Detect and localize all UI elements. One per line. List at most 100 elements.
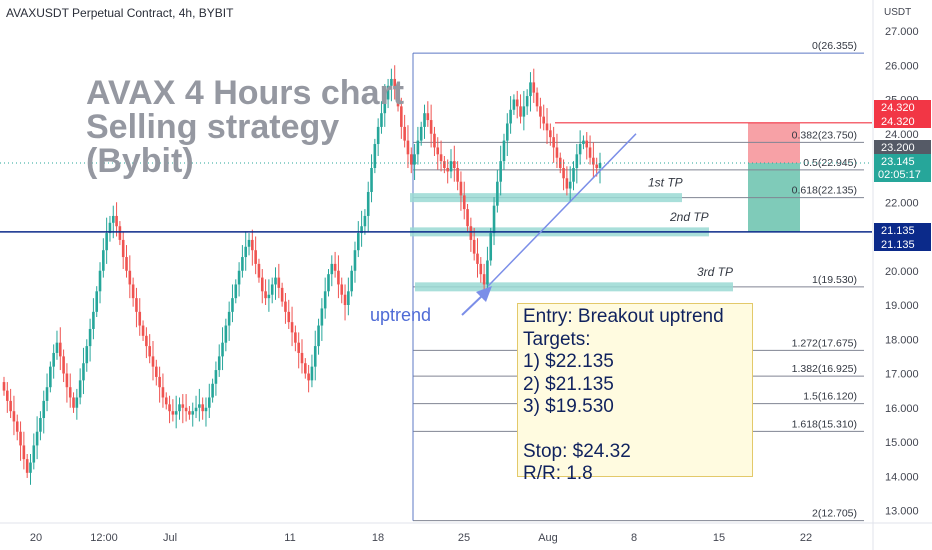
- candle-body: [572, 168, 575, 182]
- candle-body: [12, 411, 16, 422]
- candle-body: [370, 168, 373, 192]
- candle: [231, 284, 234, 323]
- chart-headline: AVAX 4 Hours chart Selling strategy (Byb…: [86, 76, 404, 178]
- candle-body: [462, 195, 466, 210]
- candle: [307, 364, 310, 393]
- candle-body: [439, 154, 443, 162]
- candle: [32, 433, 36, 470]
- candle-body: [509, 109, 512, 124]
- candle-body: [267, 294, 271, 299]
- candle-body: [482, 274, 486, 285]
- candle: [519, 94, 522, 124]
- candle-body: [400, 106, 403, 127]
- candle: [406, 125, 410, 168]
- candle: [174, 395, 178, 429]
- candle-body: [505, 123, 509, 141]
- candle-body: [360, 226, 363, 234]
- candle: [85, 339, 89, 372]
- candle: [254, 236, 257, 275]
- candle: [552, 126, 555, 163]
- candle: [522, 90, 526, 131]
- candle-body: [310, 366, 314, 381]
- candle: [512, 94, 516, 115]
- strategy-note: Entry: Breakout uptrend Targets: 1) $22.…: [517, 303, 753, 484]
- candle: [49, 361, 52, 393]
- candle-body: [171, 411, 175, 415]
- candle-body: [449, 161, 453, 172]
- candle: [188, 406, 191, 420]
- tp-label-1: 1st TP: [648, 176, 683, 190]
- candle: [62, 349, 65, 383]
- candle: [532, 68, 536, 103]
- candle: [105, 217, 108, 264]
- candle: [598, 152, 602, 184]
- fibonacci-levels: 0(26.355) 0.382(23.750) 0.5(22.945) 0.618(2…: [412, 40, 864, 522]
- candle: [535, 87, 539, 112]
- price-tick-label: 14.000: [885, 471, 919, 483]
- candle-body: [115, 215, 118, 227]
- candle-body: [489, 233, 493, 261]
- candle: [198, 388, 201, 422]
- candle-body: [436, 147, 440, 155]
- candle: [426, 101, 430, 127]
- candle-body: [413, 154, 416, 165]
- time-tick-label: 18: [372, 532, 384, 544]
- candle-body: [433, 133, 436, 148]
- candle-body: [214, 370, 218, 384]
- candle: [207, 383, 211, 419]
- candle-body: [168, 404, 171, 412]
- candle-body: [237, 270, 241, 285]
- candle-body: [585, 140, 589, 148]
- candle: [416, 126, 420, 165]
- drawn-lines: [0, 122, 872, 316]
- fib-label-0: 0(26.355): [812, 40, 857, 52]
- candle: [300, 339, 304, 374]
- candle-body: [456, 168, 459, 182]
- candle-body: [108, 222, 112, 234]
- price-tag-value: 21.135: [881, 239, 915, 251]
- candle: [572, 161, 575, 191]
- candle-body: [181, 404, 185, 408]
- candle: [118, 221, 122, 246]
- candle-body: [409, 154, 413, 165]
- candle: [257, 258, 261, 283]
- candle: [297, 332, 300, 369]
- candle: [476, 238, 479, 278]
- candle: [449, 149, 453, 179]
- candle: [52, 344, 55, 379]
- candle: [274, 267, 277, 300]
- fib-label-1.5: 1.5(16.120): [803, 391, 857, 403]
- candle: [25, 453, 29, 478]
- candle: [320, 298, 324, 341]
- uptrend-line: [487, 133, 637, 287]
- candle: [75, 388, 79, 420]
- fib-label-2: 2(12.705): [812, 508, 857, 520]
- candle-body: [254, 250, 257, 264]
- stop-loss-zone: [748, 122, 800, 164]
- candle-body: [161, 387, 165, 398]
- candle: [155, 359, 158, 386]
- candle: [241, 245, 244, 278]
- candle-body: [35, 431, 39, 446]
- candle: [2, 376, 6, 396]
- candle: [270, 277, 274, 304]
- candle: [549, 123, 552, 146]
- candle-body: [396, 89, 400, 107]
- candle: [65, 363, 69, 403]
- candle: [390, 68, 393, 102]
- candle: [181, 394, 185, 424]
- candle-body: [545, 123, 549, 131]
- symbol-title: AVAXUSDT Perpetual Contract, 4h, BYBIT: [6, 6, 234, 20]
- candle: [439, 140, 443, 172]
- candle: [403, 114, 406, 148]
- candle: [555, 133, 559, 168]
- candle-body: [72, 397, 75, 408]
- price-tag-bg: [874, 154, 931, 182]
- candle-body: [260, 277, 264, 292]
- candle: [125, 245, 128, 278]
- candle: [102, 238, 105, 278]
- candle: [58, 327, 62, 371]
- candle: [578, 130, 582, 165]
- candle-body: [85, 346, 89, 364]
